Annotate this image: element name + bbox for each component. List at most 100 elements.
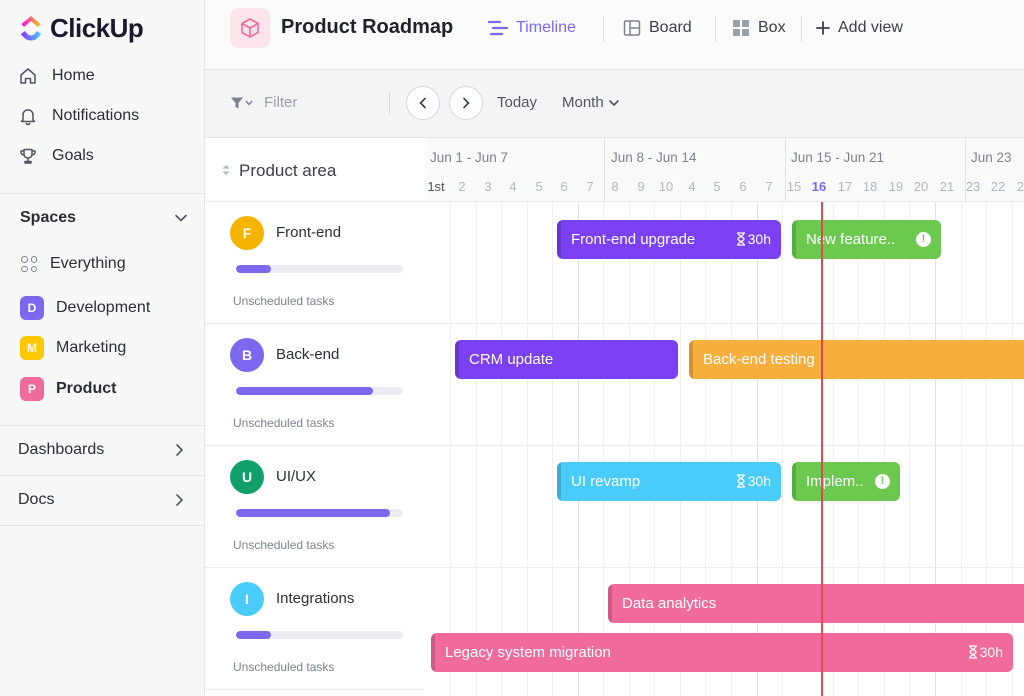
filter-button[interactable]: Filter xyxy=(230,94,297,111)
timeline-grid: Jun 1 - Jun 7 Jun 8 - Jun 14 Jun 15 - Ju… xyxy=(425,138,1024,696)
area-row-back-end[interactable]: B Back-end Unscheduled tasks xyxy=(205,324,425,446)
sidebar-docs[interactable]: Docs xyxy=(18,487,186,513)
box-icon xyxy=(733,20,749,36)
sidebar: ClickUp Home Notifications Goals Spaces … xyxy=(0,0,205,696)
chevron-right-icon xyxy=(463,97,470,109)
area-progress-bar xyxy=(236,631,403,639)
nav-home[interactable]: Home xyxy=(18,62,95,90)
day-label: 17 xyxy=(837,179,853,194)
area-row-ui-ux[interactable]: U UI/UX Unscheduled tasks xyxy=(205,446,425,568)
today-day-label: 16 xyxy=(811,179,827,194)
task-bar-legacy-system-migration[interactable]: Legacy system migration 30h xyxy=(431,633,1013,672)
day-label: 15 xyxy=(786,179,802,194)
area-progress-bar xyxy=(236,387,403,395)
sidebar-divider xyxy=(0,425,205,426)
day-label: 19 xyxy=(888,179,904,194)
row-divider xyxy=(425,445,1024,446)
chevron-down-icon[interactable] xyxy=(174,211,188,225)
day-label: 10 xyxy=(658,179,674,194)
day-label: 23 xyxy=(965,179,981,194)
week-label: Jun 8 - Jun 14 xyxy=(611,150,697,165)
space-marketing[interactable]: M Marketing xyxy=(20,334,126,362)
task-bar-implementation[interactable]: Implem.. ! xyxy=(792,462,900,501)
task-bar-front-end-upgrade[interactable]: Front-end upgrade 30h xyxy=(557,220,781,259)
unscheduled-tasks-link[interactable]: Unscheduled tasks xyxy=(233,538,335,552)
week-label: Jun 1 - Jun 7 xyxy=(430,150,509,165)
spaces-header[interactable]: Spaces xyxy=(20,206,188,230)
today-button[interactable]: Today xyxy=(497,94,538,111)
next-period-button[interactable] xyxy=(449,86,483,120)
space-badge-product: P xyxy=(20,377,44,401)
tab-divider xyxy=(603,16,604,42)
space-product[interactable]: P Product xyxy=(20,375,116,403)
add-view-button[interactable]: Add view xyxy=(816,16,903,40)
grid-line xyxy=(782,202,783,696)
sidebar-divider xyxy=(0,475,205,476)
space-badge-development: D xyxy=(20,296,44,320)
area-name: Back-end xyxy=(276,346,340,363)
grid-line xyxy=(654,202,655,696)
space-badge-marketing: M xyxy=(20,336,44,360)
trophy-icon xyxy=(20,148,36,164)
hourglass-icon xyxy=(968,645,977,659)
task-bar-ui-revamp[interactable]: UI revamp 30h xyxy=(557,462,781,501)
page-title: Product Roadmap xyxy=(281,16,454,38)
area-name: UI/UX xyxy=(276,468,317,485)
unscheduled-tasks-link[interactable]: Unscheduled tasks xyxy=(233,416,335,430)
area-avatar: F xyxy=(230,216,264,250)
area-row-front-end[interactable]: F Front-end Unscheduled tasks xyxy=(205,202,425,324)
spaces-label: Spaces xyxy=(20,209,77,226)
task-hours: 30h xyxy=(968,644,1003,660)
unscheduled-tasks-link[interactable]: Unscheduled tasks xyxy=(233,660,335,674)
space-product-label: Product xyxy=(56,380,117,397)
chevron-left-icon xyxy=(419,97,426,109)
area-name: Front-end xyxy=(276,224,342,241)
sort-icon[interactable] xyxy=(221,163,231,177)
tab-box[interactable]: Box xyxy=(732,16,786,40)
task-hours: 30h xyxy=(736,473,771,489)
nav-notifications-label: Notifications xyxy=(52,107,140,124)
row-divider xyxy=(425,323,1024,324)
prev-period-button[interactable] xyxy=(406,86,440,120)
grid-line xyxy=(884,202,885,696)
area-name: Integrations xyxy=(276,590,355,607)
week-divider xyxy=(785,138,786,202)
month-dropdown[interactable]: Month xyxy=(562,94,620,111)
space-everything[interactable]: Everything xyxy=(20,250,126,278)
day-label: 18 xyxy=(862,179,878,194)
add-view-label: Add view xyxy=(838,19,903,36)
area-row-integrations[interactable]: I Integrations Unscheduled tasks xyxy=(205,568,425,690)
nav-goals[interactable]: Goals xyxy=(18,142,94,170)
area-progress-fill xyxy=(236,631,272,639)
day-label: 21 xyxy=(939,179,955,194)
task-hours-value: 30h xyxy=(979,644,1003,660)
task-bar-back-end-testing[interactable]: Back-end testing xyxy=(689,340,1024,379)
tab-board[interactable]: Board xyxy=(623,16,692,40)
sidebar-dashboards[interactable]: Dashboards xyxy=(18,437,186,463)
space-everything-label: Everything xyxy=(50,255,126,272)
home-icon xyxy=(20,68,36,84)
grid-dots-icon xyxy=(20,255,38,273)
space-development-label: Development xyxy=(56,299,151,316)
grid-line xyxy=(986,202,987,696)
area-progress-bar xyxy=(236,265,403,273)
task-bar-data-analytics[interactable]: Data analytics xyxy=(608,584,1024,623)
task-bar-crm-update[interactable]: CRM update xyxy=(455,340,678,379)
day-label: 5 xyxy=(535,179,543,194)
unscheduled-tasks-link[interactable]: Unscheduled tasks xyxy=(233,294,335,308)
product-area-header[interactable]: Product area xyxy=(205,138,425,202)
sidebar-divider xyxy=(0,525,205,526)
day-label: 4 xyxy=(509,179,517,194)
tab-timeline[interactable]: Timeline xyxy=(488,16,576,40)
task-label: Legacy system migration xyxy=(445,644,611,661)
task-label: Back-end testing xyxy=(703,351,815,368)
tab-box-label: Box xyxy=(758,19,786,36)
task-bar-new-feature[interactable]: New feature.. ! xyxy=(792,220,941,259)
grid-line xyxy=(629,202,630,696)
space-development[interactable]: D Development xyxy=(20,294,150,322)
nav-notifications[interactable]: Notifications xyxy=(18,102,139,130)
clickup-logo[interactable]: ClickUp xyxy=(18,12,144,44)
day-label: 6 xyxy=(560,179,568,194)
hourglass-icon xyxy=(736,474,745,488)
task-label: Data analytics xyxy=(622,595,717,612)
